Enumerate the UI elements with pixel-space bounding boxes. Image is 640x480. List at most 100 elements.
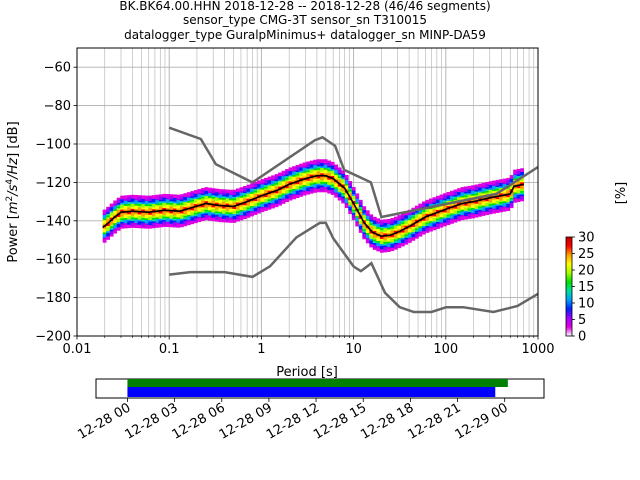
heatmap-cell xyxy=(481,213,486,216)
heatmap-cell xyxy=(450,221,454,224)
heatmap-cell xyxy=(337,198,342,201)
heatmap-cell xyxy=(267,200,272,203)
heatmap-cell xyxy=(386,222,391,225)
heatmap-cell xyxy=(421,223,426,226)
heatmap-cell xyxy=(464,196,468,199)
heatmap-cell xyxy=(341,179,346,181)
colorbar-tick-label: 15 xyxy=(578,280,595,295)
heatmap-cell xyxy=(120,221,125,224)
heatmap-cell xyxy=(106,230,111,233)
heatmap-cell xyxy=(302,184,307,187)
heatmap-cell xyxy=(478,190,482,193)
heatmap-cell xyxy=(299,191,303,194)
heatmap-cell xyxy=(267,197,272,200)
heatmap-cell xyxy=(432,223,437,226)
heatmap-cell xyxy=(509,187,514,190)
heatmap-cell xyxy=(267,188,272,191)
heatmap-cell xyxy=(309,183,314,186)
heatmap-cell xyxy=(436,216,440,219)
heatmap-cell xyxy=(443,207,447,209)
heatmap-cell xyxy=(393,227,398,229)
heatmap-cell xyxy=(404,230,409,233)
heatmap-cell xyxy=(306,170,311,173)
heatmap-cell xyxy=(295,175,300,178)
heatmap-cell xyxy=(179,195,184,198)
heatmap-cell xyxy=(428,212,433,215)
heatmap-cell xyxy=(243,211,247,214)
heatmap-cell xyxy=(120,207,125,210)
heatmap-cell xyxy=(478,207,482,210)
heatmap-cell xyxy=(316,176,321,179)
heatmap-cell xyxy=(137,196,142,199)
heatmap-cell xyxy=(334,169,339,172)
heatmap-cell xyxy=(383,248,388,251)
heatmap-cell xyxy=(148,199,153,201)
heatmap-cell xyxy=(495,200,500,203)
heatmap-cell xyxy=(102,209,107,212)
y-axis-label-m: m xyxy=(6,201,21,214)
heatmap-cell xyxy=(446,198,451,201)
heatmap-cell xyxy=(330,186,335,189)
heatmap-cell xyxy=(362,226,367,229)
heatmap-cell xyxy=(127,219,132,222)
heatmap-cell xyxy=(516,170,521,173)
heatmap-cell xyxy=(450,194,454,197)
heatmap-cell xyxy=(365,224,370,227)
heatmap-cell xyxy=(267,181,272,184)
heatmap-cell xyxy=(372,246,377,249)
heatmap-cell xyxy=(432,219,437,222)
heatmap-cell xyxy=(330,173,335,176)
heatmap-cell xyxy=(506,195,510,198)
heatmap-cell xyxy=(200,219,205,222)
heatmap-cell xyxy=(330,167,335,170)
heatmap-cell xyxy=(474,215,479,218)
heatmap-cell xyxy=(183,210,188,213)
heatmap-cell xyxy=(271,182,275,185)
heatmap-cell xyxy=(369,236,374,239)
heatmap-cell xyxy=(351,206,356,208)
heatmap-cell xyxy=(414,217,419,220)
heatmap-cell xyxy=(278,182,282,185)
heatmap-cell xyxy=(186,192,191,195)
heatmap-cell xyxy=(239,197,244,200)
heatmap-cell xyxy=(386,244,391,247)
heatmap-cell xyxy=(516,193,521,196)
heatmap-cell xyxy=(246,198,251,201)
heatmap-cell xyxy=(369,240,374,243)
heatmap-cell xyxy=(141,223,146,225)
heatmap-cell xyxy=(165,219,170,222)
heatmap-cell xyxy=(253,211,258,214)
heatmap-cell xyxy=(414,224,419,227)
heatmap-cell xyxy=(397,227,402,230)
heatmap-cell xyxy=(344,206,349,208)
heatmap-cell xyxy=(404,235,409,238)
heatmap-cell xyxy=(334,173,339,176)
heatmap-cell xyxy=(432,216,437,219)
heatmap-cell xyxy=(327,186,332,189)
heatmap-cell xyxy=(221,206,226,209)
heatmap-cell xyxy=(348,203,353,206)
heatmap-cell xyxy=(211,205,216,208)
heatmap-cell xyxy=(379,240,384,243)
heatmap-cell xyxy=(165,206,170,209)
heatmap-cell xyxy=(425,211,430,214)
heatmap-cell xyxy=(481,207,486,209)
heatmap-cell xyxy=(453,203,458,206)
heatmap-cell xyxy=(428,220,433,223)
heatmap-cell xyxy=(446,204,451,207)
heatmap-cell xyxy=(109,203,114,206)
heatmap-cell xyxy=(376,246,381,248)
heatmap-cell xyxy=(341,194,346,197)
heatmap-cell xyxy=(179,214,184,217)
heatmap-cell xyxy=(327,177,332,180)
heatmap-cell xyxy=(274,205,279,208)
heatmap-cell xyxy=(481,182,486,185)
heatmap-cell xyxy=(225,189,230,192)
heatmap-cell xyxy=(404,237,409,240)
heatmap-cell xyxy=(358,205,363,207)
heatmap-cell xyxy=(327,163,332,166)
heatmap-cell xyxy=(414,235,419,237)
heatmap-cell xyxy=(120,225,125,227)
heatmap-cell xyxy=(516,191,521,194)
heatmap-cell xyxy=(221,208,226,211)
